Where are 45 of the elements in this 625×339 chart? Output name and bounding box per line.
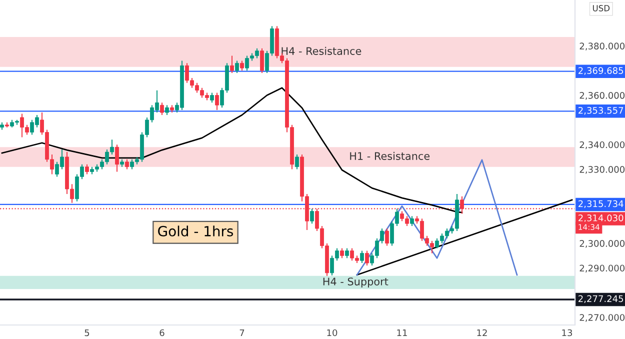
y-tick-label: 2,380.000 (580, 42, 625, 50)
x-tick-label: 10 (327, 329, 338, 336)
ref-line-label: 2,353.557 (578, 106, 624, 115)
line-series (356, 159, 518, 276)
ref-line-label: 2,315.734 (578, 200, 624, 208)
candlestick (160, 102, 164, 116)
ref-line-label: 2,314.030 (578, 214, 624, 222)
annotation: Gold - 1hrs (158, 226, 234, 236)
band-label: H1 - Resistance (350, 152, 430, 160)
y-tick-label: 2,330.000 (580, 166, 625, 174)
x-tick-label: 11 (397, 329, 407, 336)
y-tick-label: 2,270.000 (580, 314, 625, 322)
candlestick (115, 144, 119, 172)
candlestick (295, 154, 299, 170)
candlestick (340, 248, 344, 259)
band-label: H4 - Resistance (282, 46, 362, 55)
candlestick (165, 104, 169, 116)
y-tick-label: 2,340.000 (580, 141, 625, 150)
candlestick (360, 250, 364, 264)
candlestick (385, 228, 389, 246)
band-label: H4 - Support (323, 278, 388, 288)
line-series (1, 87, 463, 214)
candlestick (85, 164, 89, 175)
y-tick-label: 2,300.000 (580, 240, 625, 248)
y-tick-label: 2,360.000 (580, 92, 625, 100)
candlestick (215, 92, 219, 111)
candlestick (365, 250, 369, 266)
candlestick (235, 60, 239, 74)
x-tick-label: 13 (562, 329, 572, 336)
ref-line-label: 2,277.245 (578, 295, 624, 304)
candlestick (240, 60, 244, 72)
candlestick (125, 158, 129, 170)
candlestick (210, 92, 214, 104)
x-tick-label: 7 (240, 329, 244, 336)
x-tick-label: 12 (477, 329, 487, 336)
ref-line-label: 2,369.685 (578, 67, 624, 75)
candlestick (230, 55, 234, 74)
candlestick (345, 248, 349, 259)
x-tick-label: 5 (84, 329, 90, 336)
candlestick (260, 48, 264, 74)
y-tick-label: 2,290.000 (580, 264, 625, 272)
candlestick (410, 216, 414, 227)
x-tick-label: 6 (160, 329, 164, 336)
text: USD (592, 5, 610, 12)
candlestick (310, 208, 314, 224)
